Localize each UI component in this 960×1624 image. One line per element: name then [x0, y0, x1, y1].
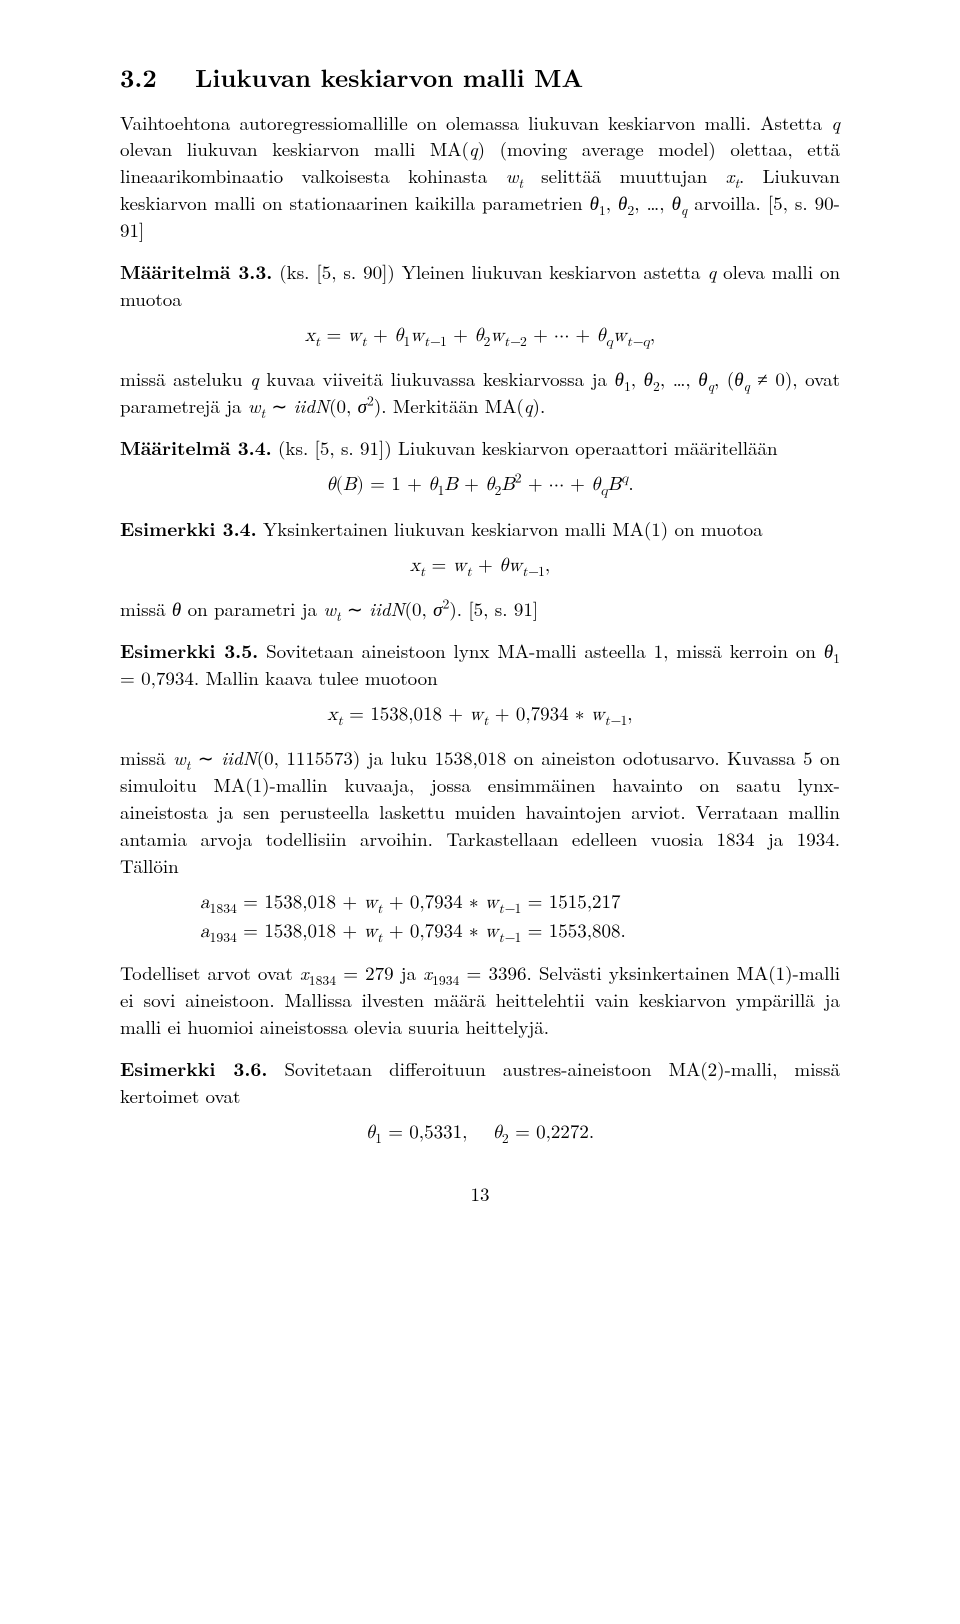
example-3-6: Esimerkki 3.6. Sovitetaan differoituun a…: [120, 1055, 840, 1110]
example-3-4: Esimerkki 3.4. Yksinkertainen liukuvan k…: [120, 515, 840, 543]
paragraph-1: Vaihtoehtona autoregressiomallille on ol…: [120, 110, 840, 245]
equation-2: θ(B) = 1 + θ1B + θ2B2 + ⋯ + θqBq.: [120, 472, 840, 499]
example-label: Esimerkki 3.6.: [120, 1054, 267, 1082]
equation-6: θ1 = 0,5331, θ2 = 0,2272.: [120, 1120, 840, 1147]
section-number: 3.2: [120, 60, 157, 95]
definition-label: Määritelmä 3.3.: [120, 257, 272, 285]
equation-1: xt = wt + θ1wt−1 + θ2wt−2 + ⋯ + θqwt−q,: [120, 323, 840, 350]
paragraph-3: missä θ on parametri ja wt ∼ iidN(0, σ2)…: [120, 596, 840, 623]
paragraph-5: Todelliset arvot ovat x1834 = 279 ja x19…: [120, 960, 840, 1041]
example-label: Esimerkki 3.4.: [120, 514, 257, 542]
section-title: Liukuvan keskiarvon malli MA: [195, 60, 583, 95]
page-number: 13: [120, 1181, 840, 1208]
example-label: Esimerkki 3.5.: [120, 636, 258, 664]
paragraph-2: missä asteluku q kuvaa viiveitä liukuvas…: [120, 366, 840, 420]
paragraph-4: missä wt ∼ iidN(0, 1115573) ja luku 1538…: [120, 745, 840, 880]
definition-label: Määritelmä 3.4.: [120, 433, 272, 461]
definition-3-3: Määritelmä 3.3. (ks. [5, s. 90]) Yleinen…: [120, 258, 840, 313]
equation-3: xt = wt + θwt−1,: [120, 553, 840, 580]
equation-4: xt = 1538,018 + wt + 0,7934 ∗ wt−1,: [120, 702, 840, 729]
equation-5: a1834 = 1538,018 + wt + 0,7934 ∗ wt−1 = …: [200, 890, 840, 946]
example-3-5: Esimerkki 3.5. Sovitetaan aineistoon lyn…: [120, 637, 840, 692]
section-heading: 3.2 Liukuvan keskiarvon malli MA: [120, 60, 840, 96]
definition-3-4: Määritelmä 3.4. (ks. [5, s. 91]) Liukuva…: [120, 434, 840, 462]
page: 3.2 Liukuvan keskiarvon malli MA Vaihtoe…: [0, 0, 960, 1624]
